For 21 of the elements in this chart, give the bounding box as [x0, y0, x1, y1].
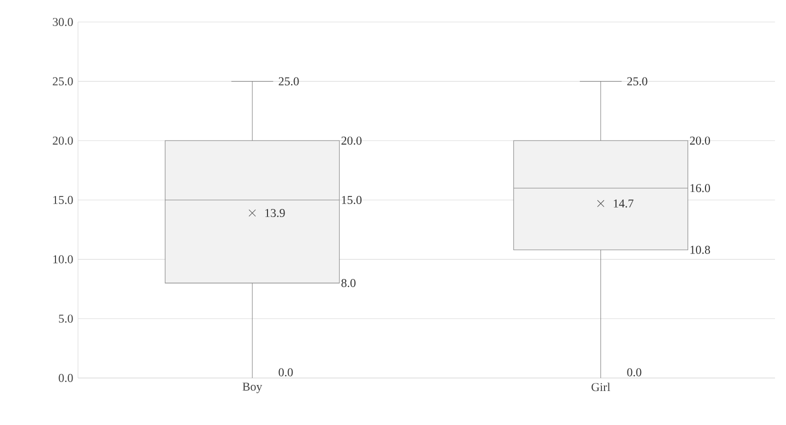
annotation: 25.0	[627, 77, 648, 86]
y-tick-label: 30.0	[52, 18, 73, 26]
y-tick-label: 25.0	[52, 77, 73, 86]
annotation: 8.0	[341, 278, 356, 288]
y-tick-label: 10.0	[53, 255, 73, 264]
annotation: 0.0	[627, 368, 642, 376]
annotation: 15.0	[342, 196, 362, 204]
y-tick-label: 20.0	[52, 136, 73, 145]
annotation: 20.0	[690, 136, 710, 145]
annotation: 14.7	[614, 200, 634, 208]
y-tick-label: 15.0	[53, 196, 73, 204]
x-tick-label: Girl	[592, 382, 610, 392]
annotation: 0.0	[278, 368, 293, 376]
annotation: 25.0	[278, 77, 299, 86]
x-tick-label: Boy	[242, 382, 262, 394]
y-tick-label: 5.0	[58, 314, 73, 323]
annotation: 20.0	[342, 136, 362, 145]
y-tick-label: 0.0	[58, 374, 73, 382]
annotation: 13.9	[265, 208, 285, 218]
annotation: 10.8	[690, 246, 710, 254]
annotation: 16.0	[690, 184, 710, 192]
